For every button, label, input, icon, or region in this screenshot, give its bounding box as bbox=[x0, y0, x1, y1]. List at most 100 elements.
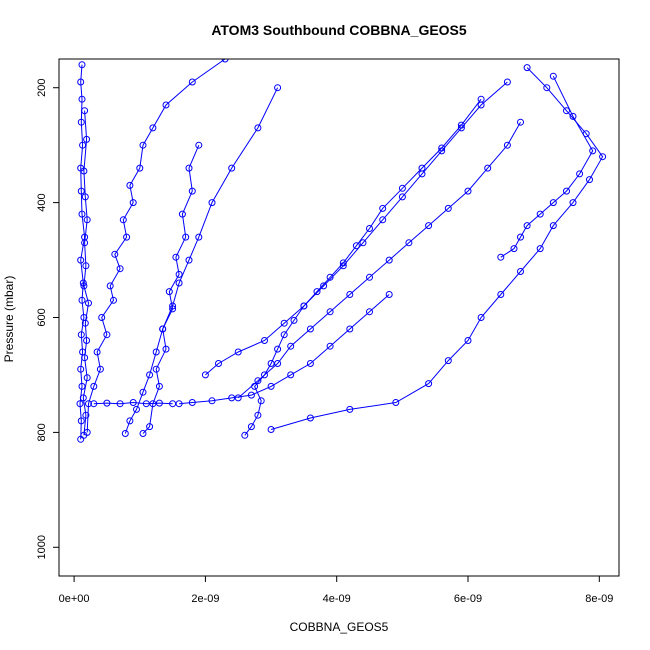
data-point bbox=[569, 199, 577, 207]
data-point bbox=[444, 357, 452, 365]
x-tick-label: 8e-09 bbox=[585, 593, 613, 605]
data-point bbox=[79, 394, 87, 402]
data-point bbox=[139, 141, 147, 149]
data-point bbox=[484, 164, 492, 172]
data-point bbox=[123, 233, 131, 241]
data-point bbox=[208, 397, 216, 405]
data-point bbox=[274, 360, 282, 367]
data-point bbox=[379, 204, 387, 212]
data-point bbox=[77, 118, 85, 126]
data-point bbox=[129, 399, 137, 406]
data-point bbox=[247, 423, 255, 431]
data-point bbox=[398, 193, 406, 201]
data-point bbox=[106, 282, 114, 290]
data-point bbox=[254, 411, 262, 419]
data-point bbox=[589, 147, 597, 155]
data-point bbox=[83, 374, 91, 382]
x-axis-label: COBBNA_GEOS5 bbox=[290, 620, 389, 634]
data-point bbox=[366, 225, 373, 232]
series-line bbox=[93, 401, 173, 405]
data-point bbox=[103, 399, 111, 407]
data-point bbox=[79, 141, 87, 149]
series-1 bbox=[76, 61, 89, 443]
data-point bbox=[76, 400, 84, 408]
x-tick-label: 6e-09 bbox=[454, 593, 482, 605]
data-point bbox=[82, 262, 90, 270]
data-point bbox=[79, 279, 87, 287]
data-point bbox=[444, 204, 452, 212]
y-tick-label: 400 bbox=[36, 193, 48, 211]
data-point bbox=[254, 124, 262, 132]
data-point bbox=[162, 101, 170, 109]
data-point bbox=[280, 331, 288, 339]
data-point bbox=[543, 84, 551, 92]
data-point bbox=[90, 382, 98, 390]
data-point bbox=[136, 164, 144, 172]
data-point bbox=[77, 417, 85, 425]
data-point bbox=[418, 170, 426, 178]
data-point bbox=[195, 141, 203, 149]
data-point bbox=[392, 399, 400, 406]
data-point bbox=[129, 199, 137, 207]
plot-frame bbox=[58, 58, 620, 577]
series-line bbox=[86, 59, 226, 433]
data-point bbox=[274, 84, 282, 92]
data-point bbox=[121, 430, 129, 437]
data-point bbox=[103, 331, 111, 339]
data-point bbox=[313, 288, 321, 296]
x-tick-label: 0e+00 bbox=[59, 593, 90, 605]
data-point bbox=[306, 360, 314, 367]
data-point bbox=[346, 405, 354, 413]
data-point bbox=[221, 59, 229, 63]
data-point bbox=[93, 348, 101, 356]
data-point bbox=[306, 414, 314, 422]
data-point bbox=[208, 199, 216, 207]
data-point bbox=[536, 210, 544, 218]
data-point bbox=[119, 216, 127, 224]
y-tick-label: 600 bbox=[36, 308, 48, 326]
data-point bbox=[228, 164, 236, 172]
data-point bbox=[326, 273, 334, 281]
data-point bbox=[300, 302, 308, 310]
data-point bbox=[257, 397, 265, 405]
data-point bbox=[139, 388, 147, 396]
data-point bbox=[116, 400, 124, 408]
data-point bbox=[90, 400, 98, 408]
chart-title: ATOM3 Southbound COBBNA_GEOS5 bbox=[211, 22, 467, 38]
data-point bbox=[149, 124, 157, 132]
data-point bbox=[82, 411, 90, 419]
data-point bbox=[586, 176, 593, 184]
data-point bbox=[81, 193, 89, 201]
series-line bbox=[82, 110, 90, 436]
data-point bbox=[503, 141, 511, 149]
data-point bbox=[510, 245, 518, 253]
data-point bbox=[81, 319, 89, 327]
data-point bbox=[77, 365, 85, 373]
series-12 bbox=[90, 399, 177, 408]
data-point bbox=[549, 222, 557, 230]
data-point bbox=[287, 371, 295, 379]
data-point bbox=[254, 377, 262, 385]
data-point bbox=[497, 291, 505, 298]
data-point bbox=[78, 382, 86, 390]
data-point bbox=[517, 268, 524, 275]
data-point bbox=[366, 273, 373, 281]
data-point bbox=[175, 270, 183, 278]
data-point bbox=[290, 316, 298, 324]
axes-layer: 0e+00 2e-09 4e-09 6e-09 8e-09 200 400 600 800 100… bbox=[36, 79, 613, 605]
data-point bbox=[517, 233, 524, 241]
data-point bbox=[172, 253, 180, 261]
series-line bbox=[270, 67, 604, 430]
series-2 bbox=[79, 107, 92, 439]
data-point bbox=[457, 124, 465, 132]
data-point bbox=[142, 400, 150, 408]
series-line bbox=[500, 75, 594, 258]
data-point bbox=[155, 399, 163, 407]
data-point bbox=[81, 354, 89, 362]
data-point bbox=[83, 337, 91, 344]
series-line bbox=[142, 145, 200, 434]
data-point bbox=[146, 423, 154, 431]
data-point bbox=[152, 365, 160, 373]
data-point bbox=[83, 428, 91, 436]
